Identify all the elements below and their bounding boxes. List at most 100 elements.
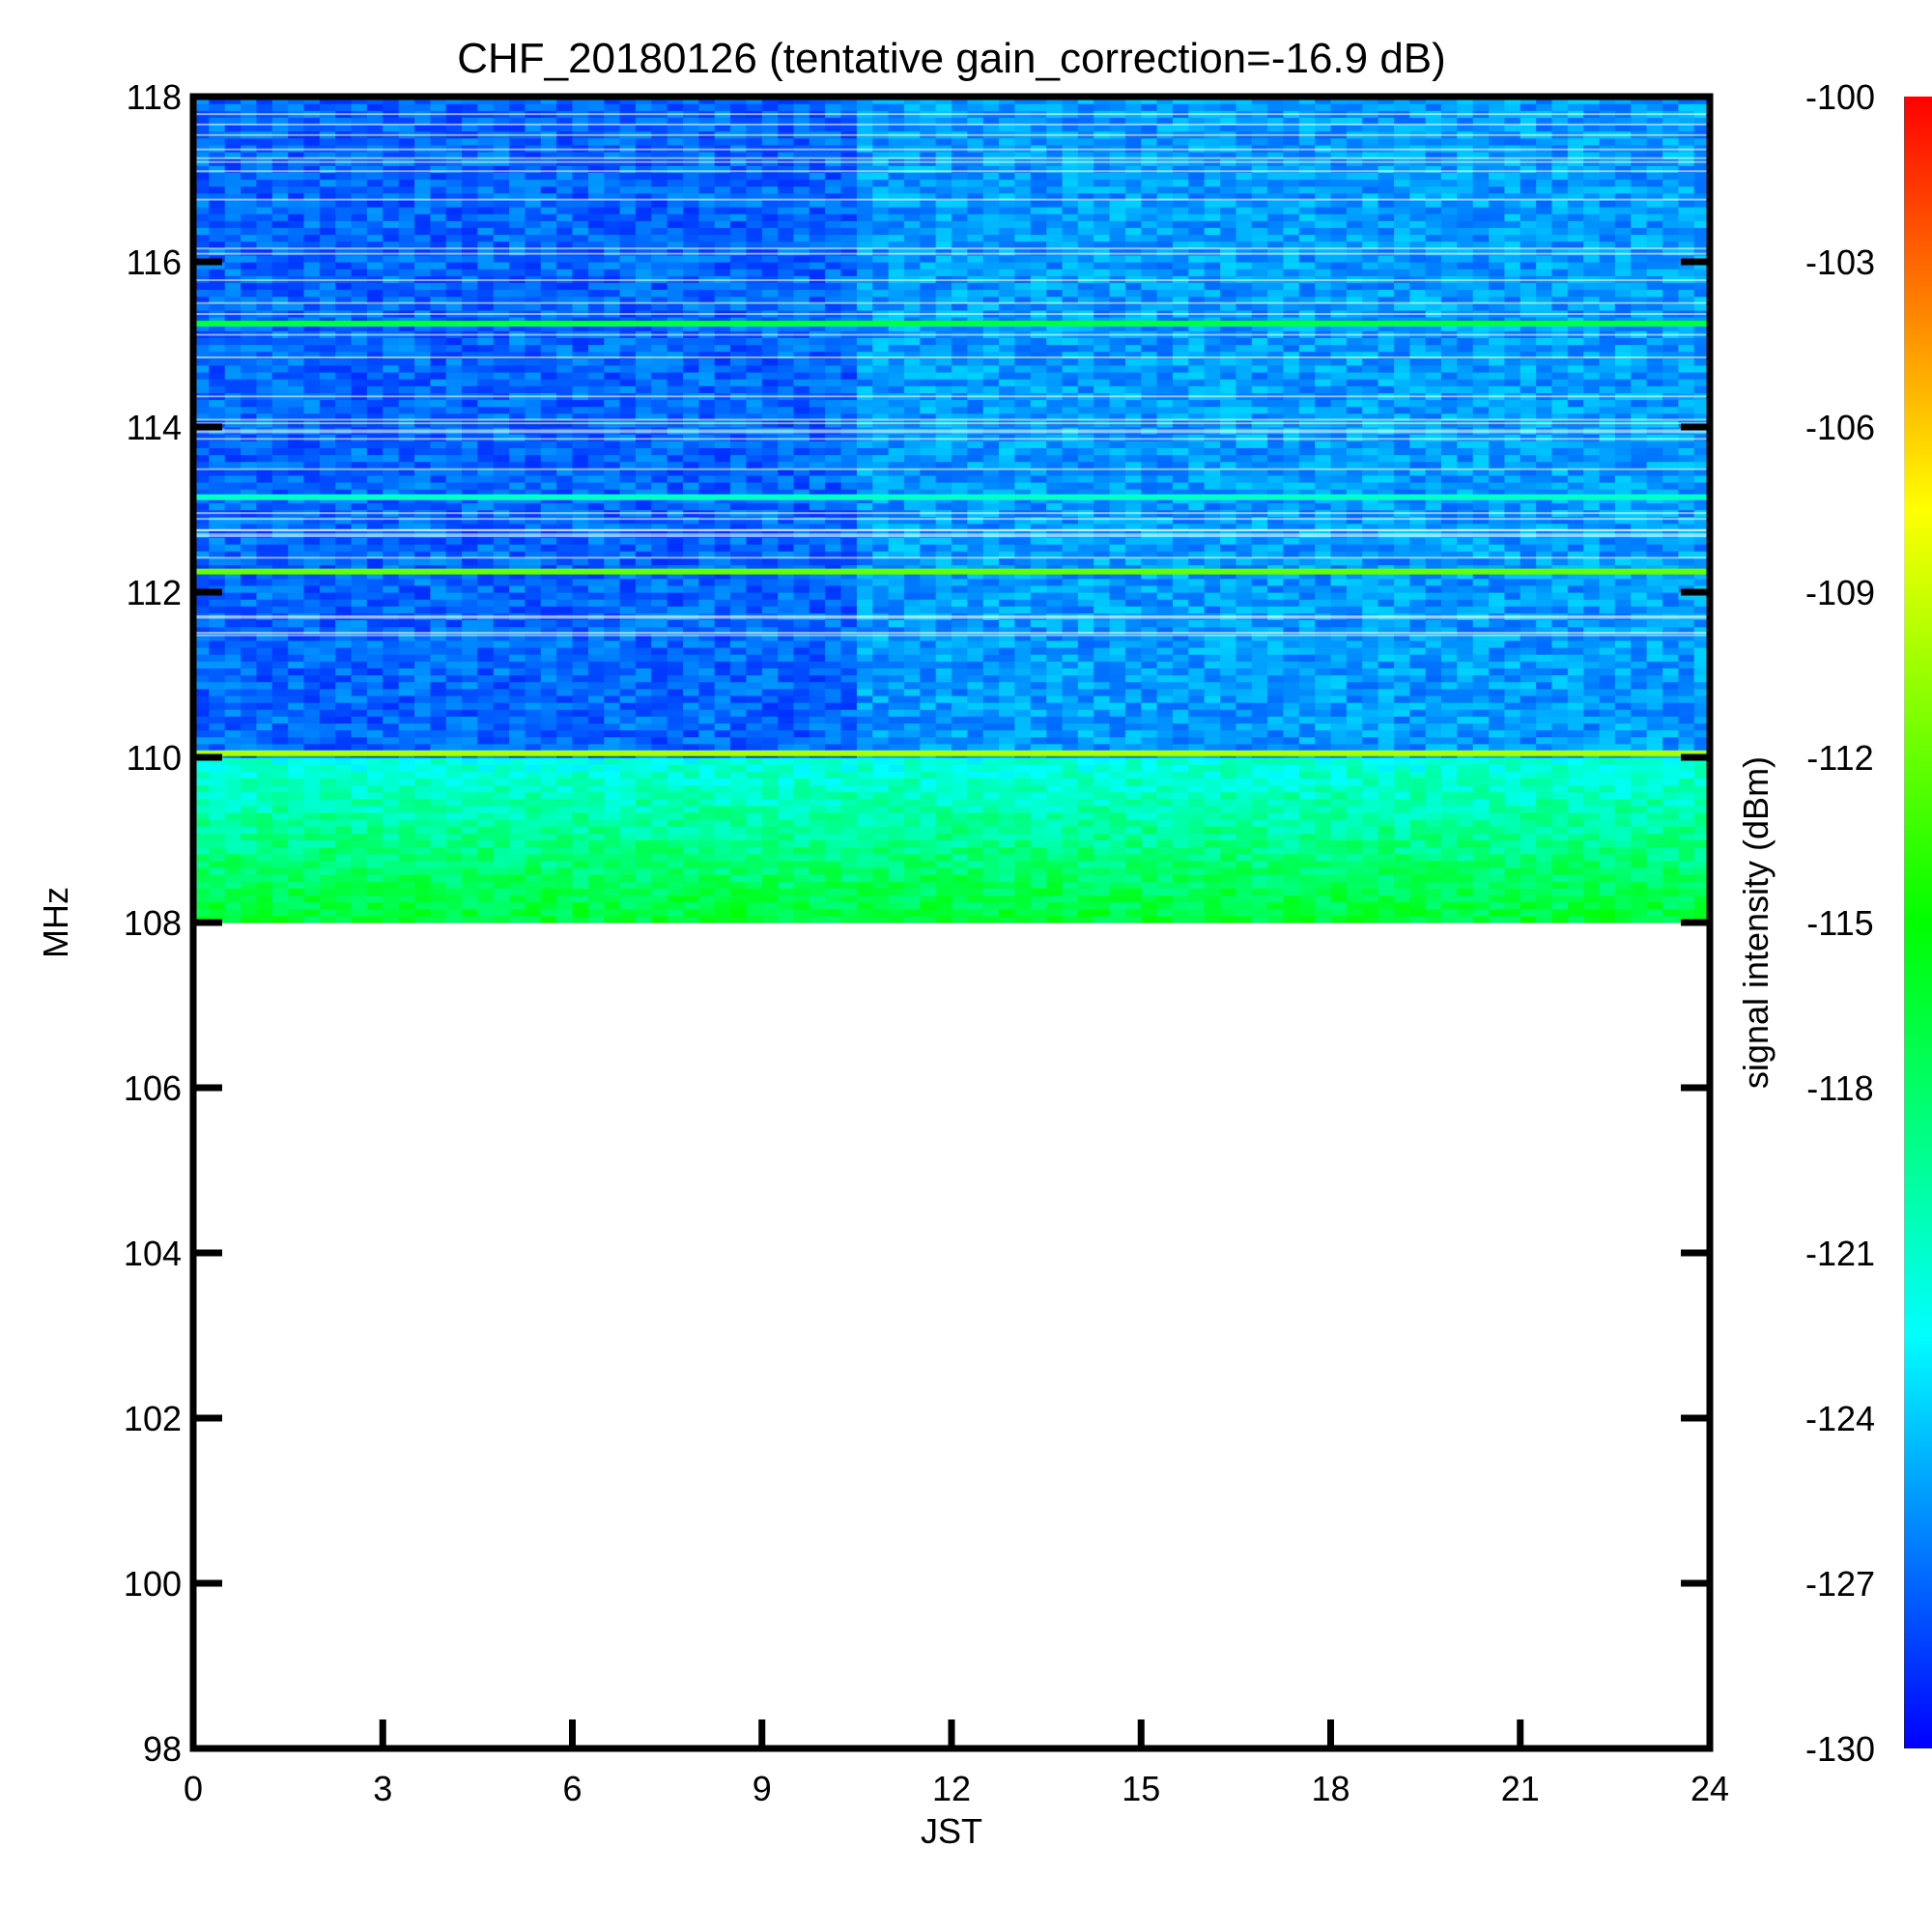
heatmap-cell [1062, 668, 1079, 676]
heatmap-cell [1472, 867, 1490, 875]
heatmap-cell [1220, 791, 1236, 800]
heatmap-cell [730, 791, 747, 800]
heatmap-cell [935, 812, 952, 820]
heatmap-cell [1662, 736, 1679, 745]
heatmap-cell [888, 846, 905, 855]
heatmap-cell [1693, 757, 1711, 765]
heatmap-cell [587, 895, 605, 903]
heatmap-cell [1236, 812, 1253, 820]
heatmap-cell [651, 619, 668, 628]
heatmap-cell [1204, 888, 1221, 896]
heatmap-cell [714, 647, 731, 655]
heatmap-cell [319, 860, 336, 868]
heatmap-cell [1046, 833, 1064, 841]
heatmap-cell [572, 736, 589, 745]
heatmap-cell [1599, 639, 1616, 648]
heatmap-cell [1536, 736, 1553, 745]
heatmap-cell [872, 578, 890, 586]
heatmap-cell [351, 846, 368, 855]
heatmap-cell [920, 888, 937, 896]
heatmap-cell [1567, 764, 1584, 772]
heatmap-cell [351, 599, 368, 607]
heatmap-cell [1472, 901, 1490, 910]
heatmap-cell [1472, 819, 1490, 827]
heatmap-cell [1062, 819, 1079, 827]
heatmap-cell [1062, 833, 1079, 841]
heatmap-cell [698, 757, 716, 765]
heatmap-cell [999, 833, 1016, 841]
heatmap-cell [1489, 619, 1505, 628]
heatmap-cell [224, 874, 242, 882]
heatmap-cell [445, 833, 463, 841]
heatmap-cell [398, 606, 415, 613]
heatmap-cell [1124, 619, 1142, 628]
heatmap-cell [1172, 661, 1189, 668]
heatmap-cell [1204, 626, 1221, 635]
heatmap-cell [271, 584, 289, 593]
heatmap-cell [619, 716, 637, 724]
heatmap-cell [952, 681, 968, 690]
heatmap-cell [509, 819, 526, 827]
heatmap-cell [1472, 826, 1490, 834]
heatmap-cell [730, 819, 747, 827]
heatmap-cell [1298, 584, 1316, 593]
heatmap-cell [335, 716, 353, 724]
heatmap-cell [1646, 654, 1663, 662]
heatmap-cell [935, 619, 952, 628]
heatmap-cell [888, 606, 905, 613]
heatmap-cell [1440, 716, 1458, 724]
heatmap-cell [619, 895, 637, 903]
heatmap-cell [319, 584, 336, 593]
heatmap-cell [651, 626, 668, 635]
heatmap-cell [1393, 784, 1410, 793]
heatmap-cell [413, 833, 431, 841]
heatmap-cell [1220, 674, 1236, 683]
heatmap-cell [398, 736, 415, 745]
heatmap-cell [525, 895, 542, 903]
heatmap-cell [319, 578, 336, 586]
heatmap-cell [1583, 881, 1601, 889]
heatmap-cell [587, 661, 605, 668]
heatmap-cell [778, 791, 795, 800]
heatmap-cell [1631, 736, 1648, 745]
heatmap-cell [1315, 584, 1332, 593]
heatmap-cell [746, 784, 763, 793]
heatmap-cell [413, 571, 431, 580]
heatmap-cell [256, 674, 273, 683]
heatmap-cell [1489, 674, 1505, 683]
heatmap-cell [209, 668, 226, 676]
heatmap-cell [1504, 626, 1521, 635]
heatmap-cell [587, 874, 605, 882]
heatmap-cell [967, 798, 984, 807]
heatmap-cell [288, 757, 305, 765]
heatmap-cell [1283, 901, 1300, 910]
heatmap-cell [809, 819, 826, 827]
heatmap-cell [1172, 688, 1189, 696]
heatmap-cell [1172, 908, 1189, 917]
heatmap-cell [1251, 833, 1268, 841]
heatmap-cell [1220, 764, 1236, 772]
heatmap-cell [888, 716, 905, 724]
heatmap-cell [335, 584, 353, 593]
heatmap-cell [271, 599, 289, 607]
heatmap-cell [271, 619, 289, 628]
heatmap-cell [1440, 695, 1458, 703]
heatmap-cell [224, 846, 242, 855]
heatmap-cell [952, 771, 968, 779]
heatmap-cell [288, 743, 305, 752]
heatmap-cell [651, 764, 668, 772]
heatmap-cell [1567, 860, 1584, 868]
heatmap-cell [540, 674, 557, 683]
heatmap-cell [840, 688, 858, 696]
heatmap-cell [1520, 833, 1537, 841]
heatmap-cell [1346, 639, 1363, 648]
heatmap-cell [1693, 626, 1711, 635]
heatmap-cell [651, 702, 668, 710]
heatmap-cell [1425, 688, 1442, 696]
heatmap-cell [1251, 812, 1268, 820]
heatmap-cell [1062, 592, 1079, 600]
heatmap-cell [303, 826, 321, 834]
heatmap-cell [714, 908, 731, 917]
heatmap-cell [351, 819, 368, 827]
heatmap-cell [952, 599, 968, 607]
